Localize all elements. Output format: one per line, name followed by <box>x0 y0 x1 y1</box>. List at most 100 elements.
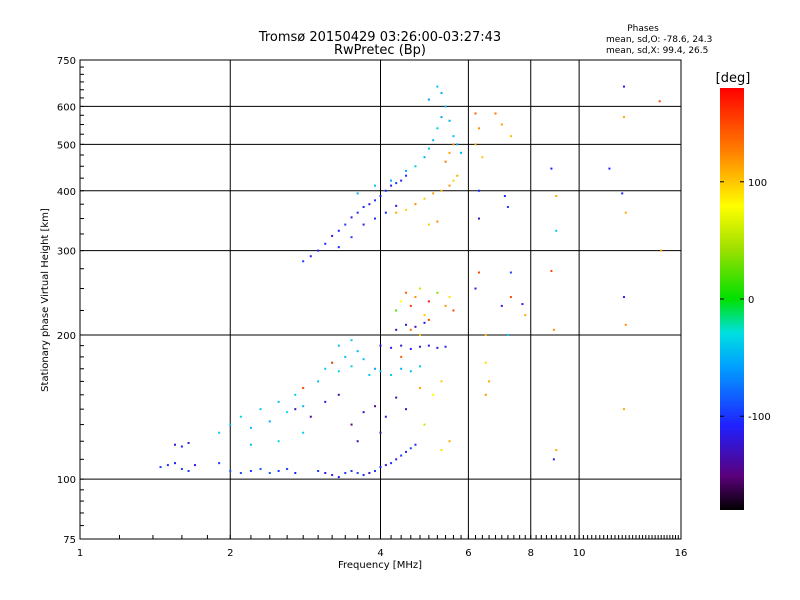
data-point <box>419 365 422 368</box>
data-point <box>440 189 443 192</box>
data-point <box>268 472 271 475</box>
data-point <box>509 271 512 274</box>
data-point <box>409 447 412 450</box>
data-point <box>474 112 477 115</box>
data-point <box>324 472 327 475</box>
data-point <box>259 468 262 471</box>
data-point <box>452 143 455 146</box>
data-point <box>440 91 443 94</box>
data-point <box>259 408 262 411</box>
data-point <box>448 440 451 443</box>
data-point <box>356 192 359 195</box>
data-point <box>350 236 353 239</box>
data-point <box>390 346 393 349</box>
data-point <box>344 472 347 475</box>
data-point <box>427 300 430 303</box>
data-point <box>249 443 252 446</box>
y-tick-label: 300 <box>57 247 76 258</box>
data-point <box>427 223 430 226</box>
data-point <box>166 464 169 467</box>
y-tick-label: 600 <box>57 102 76 113</box>
data-point <box>405 450 408 453</box>
data-point <box>460 151 463 154</box>
data-point <box>521 303 524 306</box>
data-point <box>395 182 398 185</box>
data-point <box>552 328 555 331</box>
data-point <box>432 393 435 396</box>
data-point <box>488 380 491 383</box>
data-point <box>456 143 459 146</box>
data-point <box>509 135 512 138</box>
data-point <box>368 373 371 376</box>
data-point <box>400 454 403 457</box>
data-point <box>444 160 447 163</box>
data-point <box>622 408 625 411</box>
data-point <box>419 345 422 348</box>
data-point <box>456 174 459 177</box>
data-point <box>317 380 320 383</box>
y-tick-labels: 75 100 200 300 400 500 600 750 <box>57 56 76 546</box>
data-point <box>524 314 527 317</box>
data-point <box>481 156 484 159</box>
data-point <box>400 300 403 303</box>
data-point <box>506 205 509 208</box>
data-point <box>395 396 398 399</box>
data-point <box>249 426 252 429</box>
data-point <box>356 440 359 443</box>
data-point <box>362 411 365 414</box>
data-point <box>229 469 232 472</box>
data-point <box>302 405 305 408</box>
data-point <box>477 189 480 192</box>
data-point <box>344 355 347 358</box>
data-point <box>555 229 558 232</box>
y-tick-label: 100 <box>57 475 76 486</box>
colorbar-tick-label: -100 <box>748 412 771 423</box>
data-point <box>384 211 387 214</box>
data-point <box>436 346 439 349</box>
data-point <box>414 165 417 168</box>
data-point <box>444 304 447 307</box>
data-point <box>405 323 408 326</box>
data-point <box>427 318 430 321</box>
data-point <box>374 469 377 472</box>
data-point <box>448 296 451 299</box>
data-point <box>427 147 430 150</box>
data-point <box>624 323 627 326</box>
colorbar-label: [deg] <box>716 71 751 86</box>
data-point <box>302 260 305 263</box>
data-point <box>405 169 408 172</box>
y-axis-label: Stationary phase Virtual Height [km] <box>40 208 51 392</box>
data-point <box>419 333 422 336</box>
grid-lines <box>80 60 681 539</box>
data-point <box>423 321 426 324</box>
data-point <box>509 296 512 299</box>
data-point <box>362 358 365 361</box>
data-point <box>448 151 451 154</box>
data-point <box>624 211 627 214</box>
data-point <box>405 408 408 411</box>
data-point <box>309 255 312 258</box>
data-point <box>477 271 480 274</box>
data-point <box>440 380 443 383</box>
phases-heading: Phases <box>627 24 659 34</box>
data-point <box>344 223 347 226</box>
data-point <box>622 296 625 299</box>
data-point <box>477 127 480 130</box>
data-point <box>395 204 398 207</box>
x-tick-labels: 1 2 4 6 8 10 16 <box>77 548 688 559</box>
data-point <box>419 386 422 389</box>
data-point <box>324 400 327 403</box>
data-point <box>331 474 334 477</box>
x-tick-label: 10 <box>573 548 586 559</box>
data-point <box>379 431 382 434</box>
y-tick-label: 750 <box>57 56 76 67</box>
data-point <box>317 249 320 252</box>
data-point <box>427 344 430 347</box>
data-point <box>660 249 663 252</box>
y-tick-label: 200 <box>57 331 76 342</box>
data-point <box>409 347 412 350</box>
data-point <box>474 143 477 146</box>
data-point <box>350 216 353 219</box>
data-point <box>448 184 451 187</box>
data-point <box>444 105 447 108</box>
